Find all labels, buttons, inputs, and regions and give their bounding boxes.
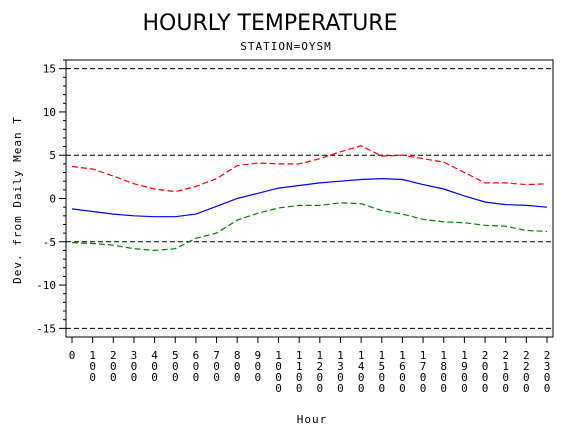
chart-title: HOURLY TEMPERATURE [143, 11, 398, 36]
y-tick-label: 10 [43, 106, 56, 119]
plot-frame [65, 59, 554, 338]
y-tick-label: -15 [36, 322, 56, 335]
series-line-0 [71, 145, 548, 193]
y-axis-label: Dev. from Daily Mean T [11, 116, 24, 284]
series-line-2 [71, 202, 548, 252]
x-tick-label: 0 [69, 349, 76, 362]
y-tick-label: 5 [49, 149, 56, 162]
chart-subtitle: STATION=OYSM [240, 40, 331, 53]
series-line-1 [71, 177, 548, 218]
y-tick-label: 0 [49, 193, 56, 206]
y-tick-label: 15 [43, 63, 56, 76]
y-tick-label: -10 [36, 279, 56, 292]
y-tick-label: -5 [43, 236, 56, 249]
plot-area: -15 -10 -5 0 5 10 15 0 1 0 0 2 0 0 3 0 0 4 0 0 5 0 0 6 0 0 7 0 0 8 0 0 9… [36, 59, 554, 395]
x-axis-label: Hour [297, 413, 328, 426]
